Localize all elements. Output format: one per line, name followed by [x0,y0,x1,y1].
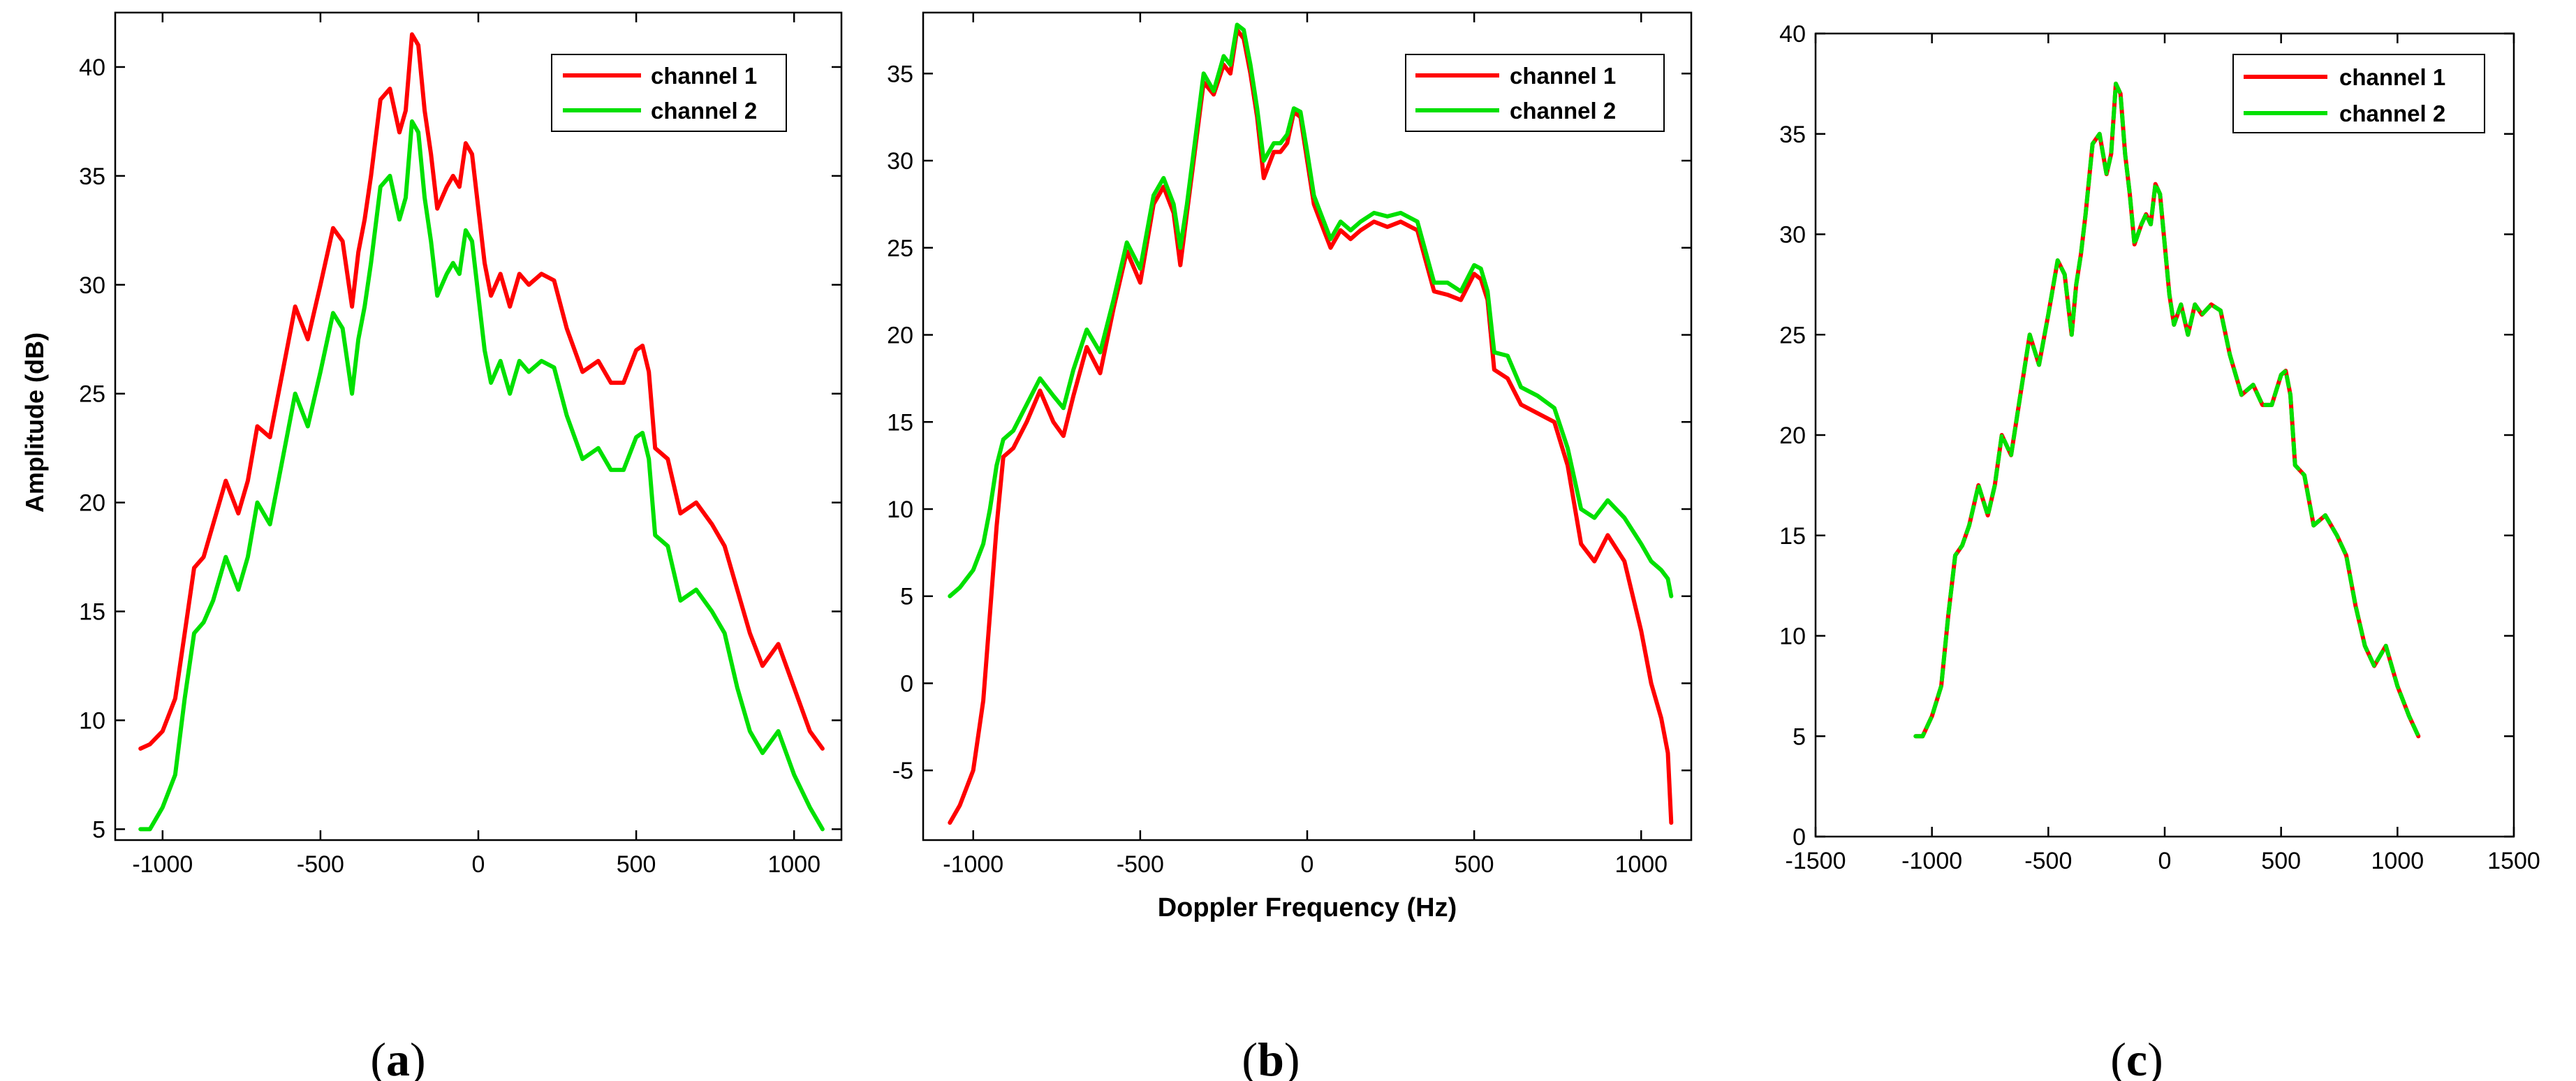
panel-b-lines [948,22,1674,825]
panel-c-ytick-label: 0 [1793,824,1806,851]
panel-b-ytick-label: -5 [892,758,913,784]
panel-c-ytick-label: 5 [1793,723,1806,750]
panel-c-legend-label-channel-1: channel 1 [2339,64,2445,90]
panel-b-legend-label-channel-2: channel 2 [1510,98,1616,124]
panel-a-caption-letter: a [386,1033,410,1081]
panel-c-xtick-label: 1000 [2371,848,2424,874]
panel-a-series-channel-2 [138,119,825,832]
panel-a-ticks: -1000 -500 0 500 1000 5 10 15 20 25 30 35 40 [79,13,841,878]
panel-a-series-channel-1 [138,32,825,751]
panel-a-legend-box [551,54,787,132]
panel-b-legend-box [1405,54,1665,132]
panel-b-ytick-label: 5 [900,584,913,610]
panel-c-ytick-label: 10 [1779,624,1806,650]
panel-c-xtick-label: -500 [2024,848,2072,874]
panel-a-legend: channel 1 channel 2 [551,54,787,132]
panel-c: -1500 -1000 -500 0 500 1000 1500 0 5 10 15 20 25 30 35… [1779,21,2540,1081]
panel-c-xtick-label: 0 [2158,848,2172,874]
panel-a-ytick-label: 5 [92,816,105,843]
panel-b-ytick-label: 20 [887,323,913,349]
panel-b-legend-label-channel-1: channel 1 [1510,63,1616,89]
panel-b-legend: channel 1 channel 2 [1405,54,1665,132]
panel-b-xtick-label: 500 [1455,851,1494,878]
panel-a-ytick-label: 10 [79,707,105,734]
panel-c-ytick-label: 15 [1779,523,1806,550]
panel-b-caption-letter: b [1258,1033,1284,1081]
panel-a-legend-label-channel-2: channel 2 [651,98,757,124]
panel-b-caption: (b) [1242,1033,1300,1081]
panel-a: -1000 -500 0 500 1000 5 10 15 20 25 30 35 40 Amplitu… [20,11,843,1081]
panel-a-legend-label-channel-1: channel 1 [651,63,757,89]
panel-a-xtick-label: -1000 [132,851,193,878]
panel-c-xtick-label: -1500 [1786,848,1846,874]
panel-a-ytick-label: 25 [79,381,105,408]
panel-a-xtick-label: -500 [297,851,344,878]
panel-b-ytick-label: 15 [887,409,913,436]
panel-c-ticks: -1500 -1000 -500 0 500 1000 1500 0 5 10 15 20 25 30 35… [1779,21,2540,874]
panel-a-xtick-label: 1000 [767,851,820,878]
panel-a-xtick-label: 0 [472,851,485,878]
panel-a-caption: (a) [370,1033,425,1081]
panel-c-lines [1913,81,2421,739]
panel-b-series-channel-1 [948,27,1674,825]
panel-c-ytick-label: 30 [1779,222,1806,249]
panel-a-ytick-label: 30 [79,272,105,299]
panel-c-xtick-label: 1500 [2487,848,2540,874]
panel-b-xtick-label: -500 [1117,851,1164,878]
panel-b-ticks: -1000 -500 0 500 1000 -5 0 5 10 15 20 25 30 35 [887,13,1691,878]
panel-c-series-channel-2 [1913,81,2421,739]
panel-c-legend-box [2232,54,2485,133]
panel-b: -1000 -500 0 500 1000 -5 0 5 10 15 20 25 30 35 Dopple… [887,11,1693,1081]
panel-c-xtick-label: 500 [2261,848,2301,874]
panel-a-ylabel: Amplitude (dB) [20,332,49,513]
panel-b-xlabel: Doppler Frequency (Hz) [1158,893,1457,922]
panel-c-ytick-label: 40 [1779,21,1806,47]
panel-b-ytick-label: 25 [887,235,913,262]
panel-a-xtick-label: 500 [617,851,656,878]
panel-c-ytick-label: 20 [1779,422,1806,449]
panel-c-xtick-label: -1000 [1901,848,1962,874]
panel-c-caption: (c) [2110,1033,2163,1081]
panel-a-lines [138,32,825,832]
panel-a-ytick-label: 40 [79,54,105,81]
panel-a-ytick-label: 20 [79,490,105,517]
panel-b-ytick-label: 30 [887,148,913,175]
panel-b-series-channel-2 [948,22,1674,598]
panel-a-ytick-label: 15 [79,599,105,626]
panel-c-ytick-label: 35 [1779,122,1806,148]
panel-b-xtick-label: -1000 [943,851,1003,878]
panel-a-ytick-label: 35 [79,163,105,190]
panel-b-ytick-label: 35 [887,61,913,87]
panel-c-legend-label-channel-2: channel 2 [2339,101,2445,126]
panel-b-ytick-label: 10 [887,497,913,523]
panel-c-legend: channel 1 channel 2 [2232,54,2485,133]
panel-b-xtick-label: 1000 [1614,851,1668,878]
panel-b-ytick-label: 0 [900,670,913,697]
panel-c-ytick-label: 25 [1779,322,1806,348]
panel-b-xtick-label: 0 [1301,851,1314,878]
panel-c-caption-letter: c [2126,1033,2147,1081]
